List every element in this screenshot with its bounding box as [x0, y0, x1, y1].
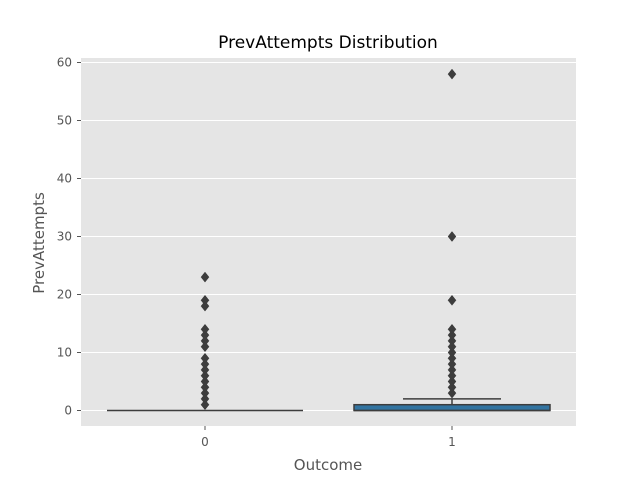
plot-area	[81, 58, 576, 426]
outlier-point	[200, 294, 210, 306]
y-tick-label: 0	[64, 404, 72, 418]
y-tick-label: 20	[57, 288, 72, 302]
y-axis-ticks: 0 10 20 30 40 50 60	[57, 56, 81, 418]
outlier-point	[200, 393, 210, 405]
box-plots	[107, 68, 551, 412]
grid-lines	[81, 62, 576, 411]
outlier-point	[200, 387, 210, 399]
outlier-point	[447, 376, 457, 387]
box-group-0	[107, 271, 303, 412]
outlier-point	[200, 329, 210, 341]
outlier-point	[447, 231, 457, 242]
outlier-point	[447, 358, 457, 370]
box	[353, 403, 551, 412]
outlier-point	[200, 335, 210, 347]
outlier-point	[447, 341, 457, 353]
y-tick-label: 60	[57, 56, 72, 70]
y-tick-label: 40	[57, 172, 72, 186]
outlier-point	[447, 294, 457, 306]
y-tick-label: 10	[57, 346, 72, 360]
x-tick-label: 0	[201, 435, 209, 449]
outlier-point	[200, 381, 210, 393]
outlier-point	[447, 364, 457, 376]
box-group-1	[353, 68, 551, 412]
outlier-point	[447, 387, 457, 399]
outlier-point	[447, 347, 457, 358]
outlier-point	[447, 329, 457, 341]
outlier-point	[447, 335, 457, 347]
outlier-point	[200, 271, 210, 283]
x-tick-label: 1	[448, 435, 456, 449]
outlier-point	[447, 381, 457, 393]
outlier-point	[200, 370, 210, 382]
outlier-point	[200, 341, 210, 353]
outlier-point	[200, 376, 210, 387]
outlier-point	[447, 352, 457, 364]
outlier-point	[447, 370, 457, 382]
outlier-point	[447, 68, 457, 80]
outlier-point	[200, 358, 210, 370]
outlier-point	[200, 300, 210, 312]
outlier-point	[200, 323, 210, 335]
y-tick-label: 50	[57, 114, 72, 128]
y-tick-label: 30	[57, 230, 72, 244]
chart-title: PrevAttempts Distribution	[218, 33, 438, 53]
outlier-point	[200, 352, 210, 364]
y-axis-label: PrevAttempts	[30, 192, 48, 294]
x-axis-label: Outcome	[294, 456, 362, 474]
outlier-point	[200, 364, 210, 376]
outlier-point	[200, 399, 210, 411]
outlier-point	[447, 323, 457, 335]
